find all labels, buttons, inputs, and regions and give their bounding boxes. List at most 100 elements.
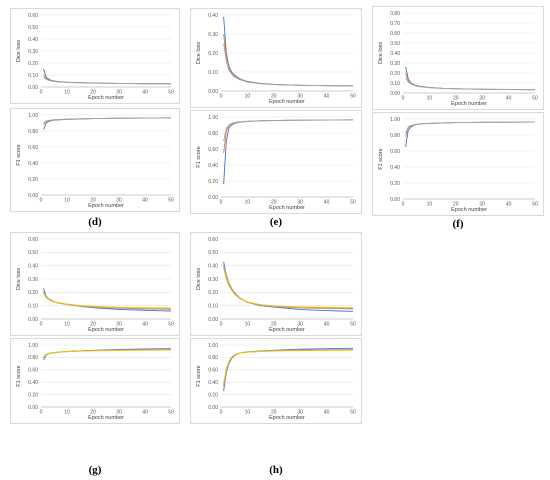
x-tick-label: 10 [245, 322, 251, 328]
y-tick-label: 0.50 [28, 250, 38, 256]
y-tick-label: 0.40 [28, 380, 38, 386]
series-line-gray [405, 77, 536, 91]
x-tick-label: 0 [40, 322, 43, 328]
x-tick-label: 10 [64, 198, 70, 204]
x-tick-label: 40 [506, 202, 512, 208]
series-line-blue [223, 16, 354, 87]
x-tick-label: 20 [90, 198, 96, 204]
x-axis-label: Epoch number [269, 327, 305, 333]
y-axis-label-wrap: Dice loss [376, 13, 386, 93]
x-tick-label: 50 [350, 322, 356, 328]
y-axis-label: F1 score [378, 148, 384, 170]
x-tick-label: 0 [40, 90, 43, 96]
y-axis-label-wrap: F1 score [194, 345, 204, 407]
panel-h-dice-loss: 0.00 0.10 0.20 0.30 0.40 0.50 0.60 0 10 20 30 40 50 D… [190, 232, 362, 336]
x-tick-label: 10 [64, 322, 70, 328]
x-tick-label: 20 [453, 96, 459, 102]
y-tick-label: 0.60 [28, 237, 38, 243]
x-tick-label: 50 [350, 94, 356, 100]
y-tick-label: 0.00 [208, 317, 218, 323]
series-line-gray [223, 264, 354, 310]
y-tick-label: 0.30 [28, 49, 38, 55]
series-line-blue [223, 261, 354, 312]
y-tick-label: 0.20 [208, 392, 218, 398]
panel-f-f1-score: 0.00 0.20 0.40 0.60 0.80 1.00 0 10 20 30 40 50 F1 sc… [372, 112, 544, 216]
y-tick-label: 0.40 [390, 51, 400, 57]
y-tick-label: 0.30 [208, 32, 218, 38]
y-axis-label: F1 score [196, 365, 202, 387]
series-line-orange [43, 292, 172, 310]
panel-d-f1-score: 0.00 0.20 0.40 0.60 0.80 1.00 0 10 20 30 40 50 F1 sc… [10, 108, 180, 212]
x-axis-label: Epoch number [88, 95, 124, 101]
chart-svg: 0.00 0.10 0.20 0.30 0.40 0.50 0.60 0.70 0.80 0 10 2… [390, 11, 538, 102]
chart-svg: 0.00 0.20 0.40 0.60 0.80 1.00 0 10 20 30 40 50 [208, 115, 356, 206]
series-line-gray [43, 77, 172, 85]
y-tick-label: 0.40 [208, 263, 218, 269]
y-tick-label: 0.80 [390, 11, 400, 17]
x-tick-label: 10 [427, 96, 433, 102]
x-tick-label: 0 [402, 96, 405, 102]
y-tick-label: 0.30 [28, 277, 38, 283]
x-tick-label: 10 [245, 200, 251, 206]
y-tick-label: 0.10 [28, 73, 38, 79]
panel-d-dice-loss: 0.00 0.10 0.20 0.30 0.40 0.50 0.60 0 10 20 30 40 50 D… [10, 8, 180, 104]
y-tick-label: 0.20 [208, 51, 218, 57]
x-axis-label: Epoch number [451, 207, 487, 213]
chart-svg: 0.00 0.10 0.20 0.30 0.40 0.50 0.60 0 10 20 30 40 50 [208, 237, 356, 328]
x-tick-label: 40 [142, 198, 148, 204]
caption-g: (g) [88, 464, 102, 476]
x-tick-label: 50 [532, 96, 538, 102]
y-axis-label: Dice loss [196, 41, 202, 65]
y-axis-label: Dice loss [16, 39, 22, 63]
y-tick-label: 0.00 [28, 85, 38, 91]
y-tick-label: 1.00 [208, 343, 218, 349]
y-axis-label-wrap: F1 score [376, 119, 386, 199]
y-tick-label: 0.60 [28, 13, 38, 19]
x-tick-label: 20 [90, 410, 96, 416]
x-tick-label: 30 [297, 410, 303, 416]
x-tick-label: 10 [245, 94, 251, 100]
y-tick-label: 0.30 [208, 277, 218, 283]
x-tick-label: 30 [116, 410, 122, 416]
x-tick-label: 50 [350, 410, 356, 416]
y-tick-label: 0.60 [390, 31, 400, 37]
y-tick-label: 0.40 [208, 163, 218, 169]
y-tick-label: 0.20 [28, 290, 38, 296]
y-axis-label: Dice loss [16, 267, 22, 291]
y-tick-label: 0.00 [208, 405, 218, 411]
x-axis-label: Epoch number [88, 327, 124, 333]
y-tick-label: 0.20 [28, 392, 38, 398]
y-tick-label: 0.00 [28, 317, 38, 323]
x-tick-label: 50 [532, 202, 538, 208]
y-tick-label: 0.60 [208, 368, 218, 374]
y-tick-label: 0.80 [28, 129, 38, 135]
series-line-gray [43, 117, 172, 124]
y-tick-label: 0.20 [28, 177, 38, 183]
series-line-yellow [43, 293, 172, 309]
caption-e: (e) [269, 216, 283, 228]
x-tick-label: 0 [40, 410, 43, 416]
y-tick-label: 0.10 [208, 70, 218, 76]
x-tick-label: 30 [479, 202, 485, 208]
series-line-blue [223, 119, 354, 185]
x-tick-label: 10 [427, 202, 433, 208]
y-tick-label: 0.80 [208, 131, 218, 137]
x-tick-label: 50 [168, 90, 174, 96]
x-tick-label: 20 [271, 410, 277, 416]
y-tick-label: 0.10 [390, 81, 400, 87]
caption-f: (f) [452, 218, 464, 230]
x-tick-label: 40 [324, 94, 330, 100]
y-tick-label: 1.00 [28, 343, 38, 349]
y-tick-label: 0.10 [208, 303, 218, 309]
panel-h-f1-score: 0.00 0.20 0.40 0.60 0.80 1.00 0 10 20 30 40 50 F1 sc… [190, 338, 362, 424]
x-tick-label: 40 [324, 200, 330, 206]
y-tick-label: 0.20 [28, 61, 38, 67]
x-tick-label: 50 [168, 198, 174, 204]
y-axis-label-wrap: F1 score [14, 345, 24, 407]
series-line-blue [405, 121, 536, 148]
panel-e-f1-score: 0.00 0.20 0.40 0.60 0.80 1.00 0 10 20 30 40 50 F1 sc… [190, 110, 362, 214]
series-line-gray [405, 121, 536, 134]
y-tick-label: 0.50 [28, 25, 38, 31]
y-tick-label: 0.70 [390, 21, 400, 27]
panel-g-dice-loss: 0.00 0.10 0.20 0.30 0.40 0.50 0.60 0 10 20 30 40 50 D… [10, 232, 180, 336]
